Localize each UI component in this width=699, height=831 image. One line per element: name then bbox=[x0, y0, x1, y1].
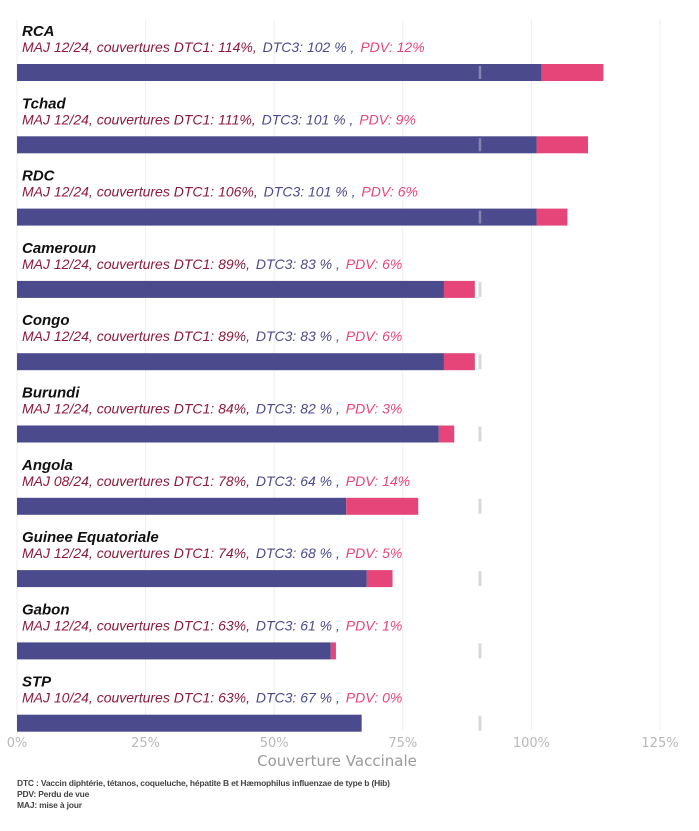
coverage-summary: MAJ 12/24, couvertures DTC1: 74%, DTC3: … bbox=[22, 545, 402, 561]
pdv-text: PDV: 5% bbox=[346, 545, 403, 561]
dtc1-text: MAJ 12/24, couvertures DTC1: 89%, bbox=[22, 256, 254, 272]
country-name: RCA bbox=[22, 23, 55, 40]
footnote-maj: MAJ: mise à jour bbox=[17, 800, 82, 810]
pdv-text: PDV: 6% bbox=[346, 256, 403, 272]
dtc1-text: MAJ 12/24, couvertures DTC1: 74%, bbox=[22, 545, 254, 561]
tick-label: 25% bbox=[131, 736, 160, 751]
bar-pdv bbox=[366, 570, 393, 588]
dtc1-text: MAJ 12/24, couvertures DTC1: 84%, bbox=[22, 401, 254, 417]
dtc1-text: MAJ 12/24, couvertures DTC1: 114%, bbox=[22, 39, 261, 55]
footnote-dtc: DTC : Vaccin diphtérie, tétanos, coquelu… bbox=[17, 778, 390, 788]
dtc3-text: DTC3: 82 % , bbox=[256, 401, 344, 417]
x-axis: 0% 25% 50% 75% 100% 125% Couverture Vaccinale bbox=[7, 736, 679, 770]
country-name: STP bbox=[22, 674, 52, 691]
pdv-text: PDV: 6% bbox=[361, 184, 418, 200]
tick-label: 125% bbox=[641, 736, 678, 751]
pdv-text: PDV: 9% bbox=[359, 111, 416, 127]
coverage-summary: MAJ 10/24, couvertures DTC1: 63%, DTC3: … bbox=[22, 690, 402, 706]
dtc1-text: MAJ 10/24, couvertures DTC1: 63%, bbox=[22, 690, 254, 706]
country-name: Gabon bbox=[22, 601, 70, 618]
dtc1-text: MAJ 12/24, couvertures DTC1: 89%, bbox=[22, 328, 254, 344]
bar-dtc3 bbox=[17, 280, 444, 298]
bar-dtc3 bbox=[17, 64, 542, 81]
bar-pdv bbox=[443, 353, 475, 371]
dtc3-text: DTC3: 61 % , bbox=[256, 617, 344, 633]
bar-dtc3 bbox=[17, 497, 347, 515]
pdv-text: PDV: 1% bbox=[346, 617, 403, 633]
pdv-text: PDV: 6% bbox=[346, 328, 403, 344]
coverage-summary: MAJ 12/24, couvertures DTC1: 111%, DTC3:… bbox=[22, 111, 416, 127]
country-name: RDC bbox=[22, 168, 56, 185]
dtc3-text: DTC3: 101 % , bbox=[262, 111, 358, 127]
bar-pdv bbox=[438, 425, 455, 443]
dtc3-text: DTC3: 101 % , bbox=[264, 184, 360, 200]
tick-label: 75% bbox=[388, 736, 417, 751]
coverage-summary: MAJ 08/24, couvertures DTC1: 78%, DTC3: … bbox=[22, 473, 410, 489]
country-name: Burundi bbox=[22, 385, 80, 402]
coverage-summary: MAJ 12/24, couvertures DTC1: 84%, DTC3: … bbox=[22, 401, 402, 417]
dtc1-text: MAJ 12/24, couvertures DTC1: 63%, bbox=[22, 617, 254, 633]
bar-dtc3 bbox=[17, 425, 439, 443]
tick-label: 100% bbox=[513, 736, 550, 751]
coverage-summary: MAJ 12/24, couvertures DTC1: 89%, DTC3: … bbox=[22, 328, 402, 344]
coverage-summary: MAJ 12/24, couvertures DTC1: 89%, DTC3: … bbox=[22, 256, 402, 272]
country-name: Cameroun bbox=[22, 240, 96, 257]
bar-dtc3 bbox=[17, 353, 444, 371]
country-name: Tchad bbox=[22, 95, 66, 112]
bar-dtc3 bbox=[17, 642, 331, 660]
pdv-text: PDV: 3% bbox=[346, 401, 403, 417]
pdv-text: PDV: 0% bbox=[346, 690, 403, 706]
dtc1-text: MAJ 12/24, couvertures DTC1: 111%, bbox=[22, 111, 260, 127]
pdv-text: PDV: 12% bbox=[360, 39, 424, 55]
dtc3-text: DTC3: 67 % , bbox=[256, 690, 344, 706]
tick-label: 50% bbox=[260, 736, 289, 751]
dtc3-text: DTC3: 83 % , bbox=[256, 328, 344, 344]
bar-pdv bbox=[536, 208, 568, 226]
bar-pdv bbox=[346, 497, 419, 515]
dtc1-text: MAJ 08/24, couvertures DTC1: 78%, bbox=[22, 473, 254, 489]
dtc1-text: MAJ 12/24, couvertures DTC1: 106%, bbox=[22, 184, 262, 200]
bar-pdv bbox=[443, 280, 475, 298]
coverage-summary: MAJ 12/24, couvertures DTC1: 106%, DTC3:… bbox=[22, 184, 418, 200]
footnote-pdv: PDV: Perdu de vue bbox=[17, 789, 90, 799]
country-name: Congo bbox=[22, 312, 69, 329]
bar-dtc3 bbox=[17, 136, 537, 154]
coverage-summary: MAJ 12/24, couvertures DTC1: 114%, DTC3:… bbox=[22, 39, 425, 55]
bar-dtc3 bbox=[17, 208, 537, 226]
pdv-text: PDV: 14% bbox=[346, 473, 410, 489]
x-axis-title: Couverture Vaccinale bbox=[257, 752, 417, 770]
country-name: Guinee Equatoriale bbox=[22, 529, 159, 546]
footnotes: DTC : Vaccin diphtérie, tétanos, coquelu… bbox=[17, 778, 390, 811]
bar-pdv bbox=[541, 64, 604, 81]
dtc3-text: DTC3: 68 % , bbox=[256, 545, 344, 561]
bar-dtc3 bbox=[17, 714, 362, 732]
coverage-summary: MAJ 12/24, couvertures DTC1: 63%, DTC3: … bbox=[22, 617, 402, 633]
dtc3-text: DTC3: 83 % , bbox=[256, 256, 344, 272]
bar-pdv bbox=[330, 642, 336, 660]
tick-label: 0% bbox=[7, 736, 28, 751]
dtc3-text: DTC3: 102 % , bbox=[263, 39, 359, 55]
bar-pdv bbox=[536, 136, 588, 154]
dtc3-text: DTC3: 64 % , bbox=[256, 473, 344, 489]
country-name: Angola bbox=[21, 457, 73, 474]
bar-dtc3 bbox=[17, 570, 367, 588]
